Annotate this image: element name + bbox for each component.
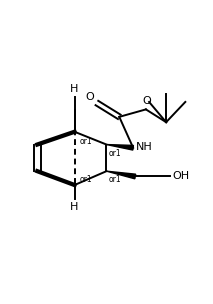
Text: H: H [70,84,79,94]
Text: H: H [70,202,79,212]
Polygon shape [106,171,136,179]
Polygon shape [106,144,133,150]
Text: or1: or1 [109,149,121,158]
Text: O: O [85,92,94,102]
Text: OH: OH [173,171,190,181]
Text: or1: or1 [80,175,92,184]
Text: or1: or1 [109,175,121,185]
Text: NH: NH [136,142,153,152]
Text: or1: or1 [80,137,92,146]
Text: O: O [142,95,151,105]
